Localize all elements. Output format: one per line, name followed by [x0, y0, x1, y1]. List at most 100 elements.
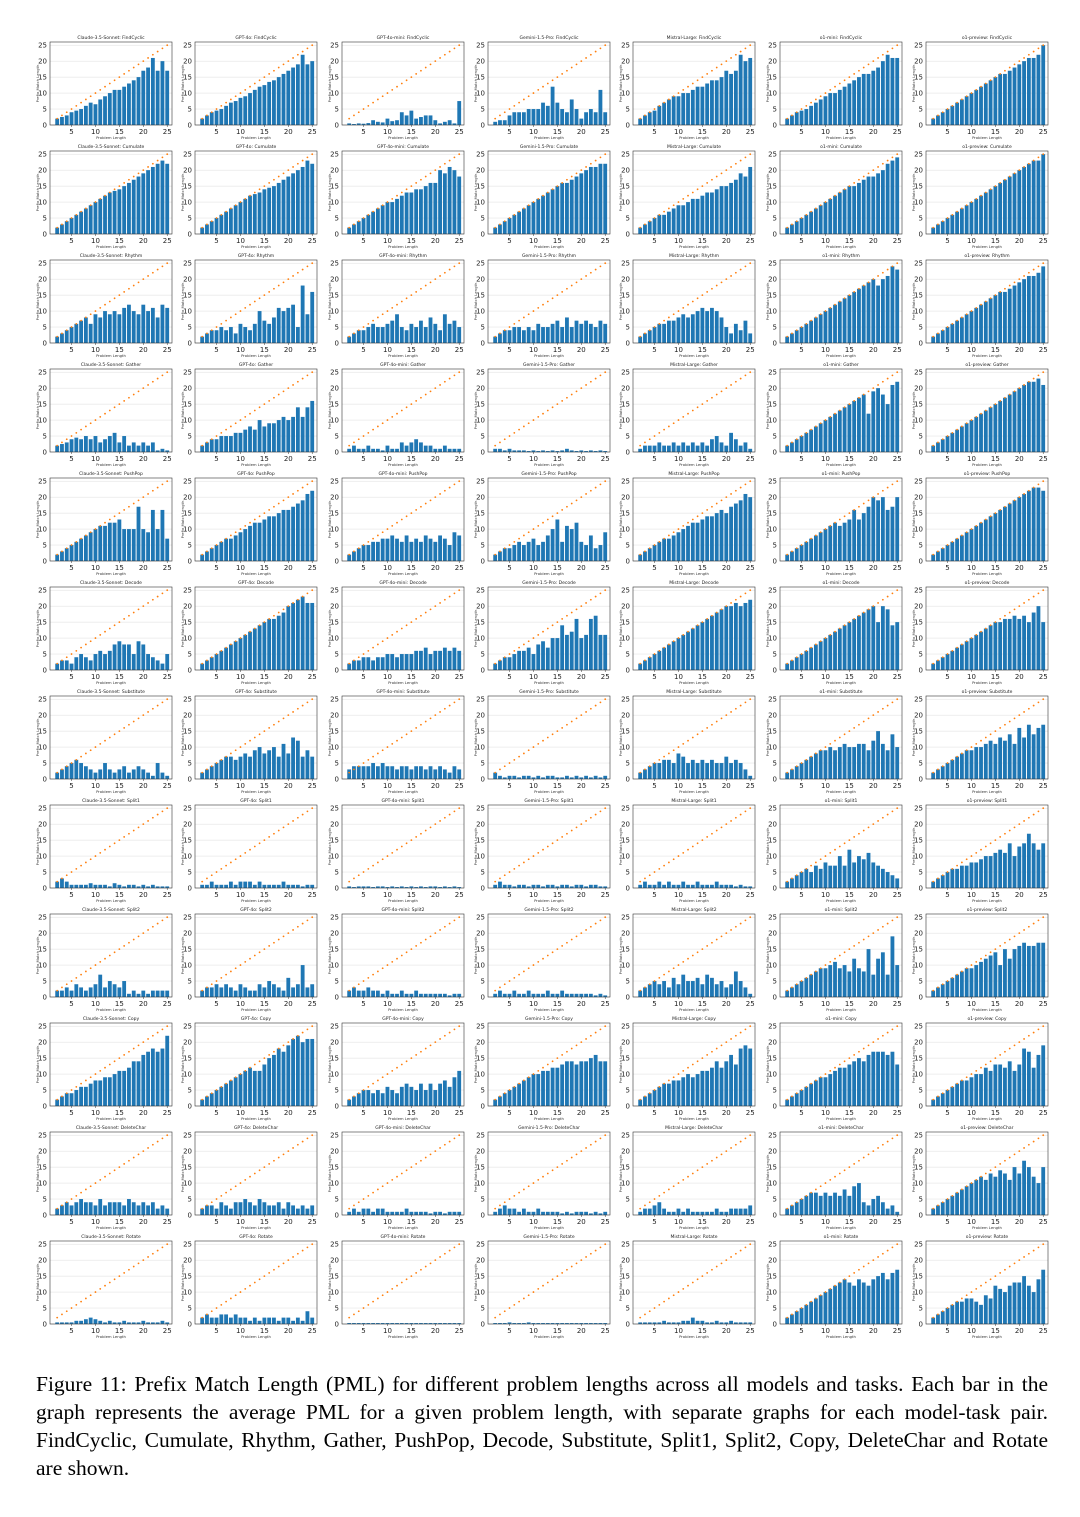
y-tick-label: 10	[914, 743, 923, 751]
reference-point	[434, 278, 437, 281]
reference-point	[1018, 605, 1021, 608]
reference-point	[824, 746, 827, 748]
y-axis-label: Prefix Match Length	[327, 64, 332, 102]
plot-frame	[925, 41, 1049, 126]
bar	[671, 884, 676, 888]
reference-point	[682, 633, 685, 636]
bar	[291, 173, 295, 234]
bar	[799, 763, 804, 779]
reference-point	[348, 226, 351, 229]
reference-point	[249, 521, 251, 524]
reference-point	[372, 1082, 374, 1085]
reference-point	[513, 976, 516, 979]
reference-point	[99, 415, 102, 418]
reference-point	[1018, 278, 1021, 281]
y-tick-label: 25	[476, 587, 485, 595]
reference-point	[715, 502, 718, 505]
reference-point	[561, 836, 564, 838]
y-tick-label: 25	[621, 369, 630, 377]
reference-point	[937, 877, 939, 880]
plot-frame	[194, 804, 318, 889]
reference-point	[161, 265, 164, 268]
reference-point	[1042, 371, 1045, 374]
reference-point	[443, 380, 446, 383]
bar	[1036, 606, 1041, 670]
bar	[652, 884, 657, 888]
x-tick-label: 5	[214, 128, 218, 136]
subplot-title: o1-preview: Substitute	[962, 689, 1013, 695]
bar	[569, 777, 574, 779]
reference-point	[225, 428, 227, 431]
y-tick-label: 10	[330, 1070, 339, 1078]
bar	[993, 295, 998, 343]
reference-point	[658, 649, 661, 652]
y-tick-label: 10	[768, 961, 777, 969]
x-tick-label: 20	[1015, 673, 1024, 681]
y-axis-label: Prefix Match Length	[35, 718, 40, 756]
bar	[347, 123, 352, 125]
reference-point	[494, 662, 497, 665]
reference-point	[292, 1038, 294, 1040]
bar	[238, 323, 243, 343]
bar	[291, 987, 295, 997]
reference-point	[161, 374, 164, 377]
bar	[695, 522, 700, 561]
x-tick-label: 5	[652, 891, 656, 899]
bar	[638, 554, 643, 561]
y-tick-label: 15	[183, 401, 192, 409]
bar	[945, 545, 950, 561]
y-tick-label: 10	[914, 634, 923, 642]
bar	[647, 884, 652, 888]
reference-point	[80, 428, 82, 431]
reference-point	[1027, 162, 1030, 165]
reference-point	[566, 396, 568, 399]
bar	[438, 170, 442, 234]
bar	[64, 987, 69, 997]
x-tick-label: 25	[601, 346, 610, 354]
y-tick-label: 25	[183, 260, 192, 268]
reference-point	[287, 169, 290, 172]
reference-point	[795, 329, 798, 332]
x-tick-label: 20	[577, 564, 586, 572]
reference-point	[946, 653, 949, 655]
bar	[733, 70, 738, 125]
bar	[1012, 285, 1017, 343]
bar	[695, 881, 700, 888]
bar	[813, 753, 818, 779]
bar	[662, 214, 667, 234]
reference-point	[810, 864, 812, 867]
bar	[219, 987, 224, 997]
reference-point	[201, 553, 204, 556]
bar	[738, 173, 743, 234]
reference-point	[503, 765, 506, 768]
reference-point	[980, 521, 982, 524]
reference-point	[838, 736, 841, 739]
bar	[895, 965, 900, 997]
reference-point	[984, 954, 987, 957]
bar	[352, 224, 356, 234]
bar	[88, 323, 93, 343]
bar	[959, 971, 964, 997]
reference-point	[75, 649, 78, 652]
plot-frame	[632, 695, 756, 780]
reference-point	[561, 509, 564, 511]
bar	[828, 747, 833, 779]
reference-point	[273, 1050, 275, 1053]
bar	[969, 968, 974, 997]
bar	[300, 1042, 305, 1106]
bar	[541, 102, 545, 125]
reference-point	[994, 839, 997, 842]
y-tick-label: 10	[330, 416, 339, 424]
reference-point	[142, 278, 145, 281]
subplot-title: Gemini-1.5-Pro: FindCyclic	[520, 35, 579, 41]
y-tick-label: 5	[773, 541, 777, 549]
x-axis-label: Problem Length	[534, 571, 564, 576]
subplot-title: Mistral-Large: Rhythm	[669, 253, 719, 259]
bar	[729, 182, 733, 234]
bar	[409, 541, 414, 561]
reference-point	[946, 108, 949, 110]
bar	[366, 445, 371, 452]
y-tick-label: 5	[481, 541, 485, 549]
bar	[695, 86, 700, 125]
bar	[55, 772, 60, 779]
